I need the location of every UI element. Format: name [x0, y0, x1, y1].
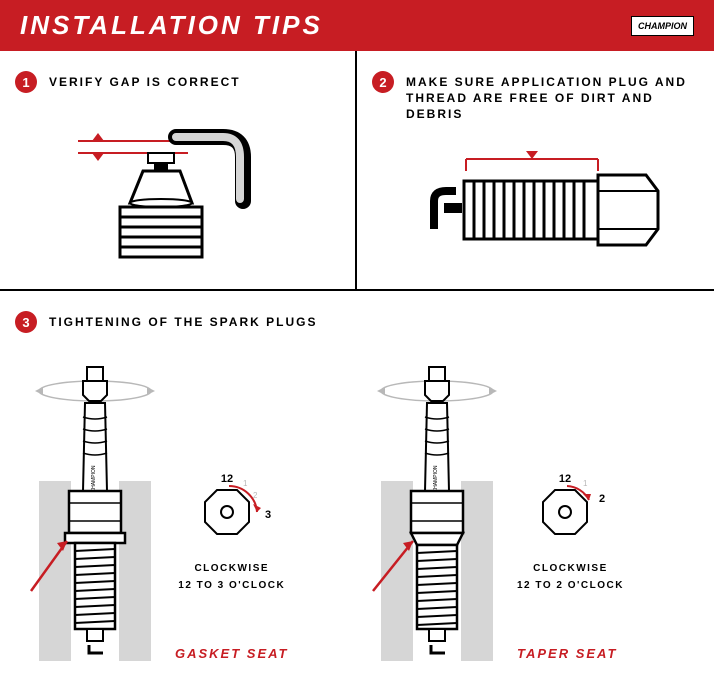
gasket-seat-block: CHAMPION [15, 361, 357, 661]
step-3-title: TIGHTENING OF THE SPARK PLUGS [49, 311, 317, 330]
gasket-plug-diagram: CHAMPION [25, 361, 165, 661]
step-2-title: MAKE SURE APPLICATION PLUG AND THREAD AR… [406, 71, 699, 123]
step-1-header: 1 VERIFY GAP IS CORRECT [15, 71, 340, 93]
gasket-clock-block: 12 1 2 3 CLOCKWISE 12 TO 3 O'CL [175, 472, 289, 661]
step-2-diagram [372, 141, 699, 271]
brand-logo: CHAMPION [631, 16, 694, 36]
step-3-badge: 3 [15, 311, 37, 333]
taper-seat-block: CHAMPION [357, 361, 699, 661]
step-2-header: 2 MAKE SURE APPLICATION PLUG AND THREAD … [372, 71, 699, 123]
step-3-panel: 3 TIGHTENING OF THE SPARK PLUGS [0, 291, 714, 681]
svg-text:CHAMPION: CHAMPION [433, 465, 439, 492]
header-title: INSTALLATION TIPS [20, 10, 323, 41]
taper-clock-block: 12 1 2 CLOCKWISE 12 TO 2 O'CLOCK TAPER S… [517, 472, 624, 661]
step-1-panel: 1 VERIFY GAP IS CORRECT [0, 51, 357, 289]
step-2-panel: 2 MAKE SURE APPLICATION PLUG AND THREAD … [357, 51, 714, 289]
taper-clock-line1: CLOCKWISE [517, 563, 624, 574]
svg-text:12: 12 [221, 473, 233, 485]
taper-plug-diagram: CHAMPION [367, 361, 507, 661]
top-row: 1 VERIFY GAP IS CORRECT [0, 51, 714, 291]
step-3-header: 3 TIGHTENING OF THE SPARK PLUGS [15, 311, 699, 333]
content-area: 1 VERIFY GAP IS CORRECT [0, 51, 714, 681]
gasket-seat-label: GASKET SEAT [175, 646, 289, 661]
step-1-title: VERIFY GAP IS CORRECT [49, 71, 241, 90]
taper-clock-icon: 12 1 2 [525, 472, 615, 552]
svg-text:3: 3 [265, 509, 271, 521]
taper-clock-line2: 12 TO 2 O'CLOCK [517, 580, 624, 591]
svg-text:CHAMPION: CHAMPION [91, 465, 97, 492]
tightening-row: CHAMPION [15, 351, 699, 661]
step-1-badge: 1 [15, 71, 37, 93]
gasket-clock-line1: CLOCKWISE [175, 563, 289, 574]
svg-text:12: 12 [559, 473, 571, 485]
svg-text:1: 1 [243, 479, 248, 488]
gasket-clock-line2: 12 TO 3 O'CLOCK [175, 580, 289, 591]
header-bar: INSTALLATION TIPS CHAMPION [0, 0, 714, 51]
svg-text:1: 1 [583, 479, 588, 488]
step-2-badge: 2 [372, 71, 394, 93]
step-1-diagram [15, 111, 340, 261]
gasket-clock-icon: 12 1 2 3 [187, 472, 277, 552]
taper-seat-label: TAPER SEAT [517, 646, 624, 661]
svg-text:2: 2 [599, 493, 605, 505]
